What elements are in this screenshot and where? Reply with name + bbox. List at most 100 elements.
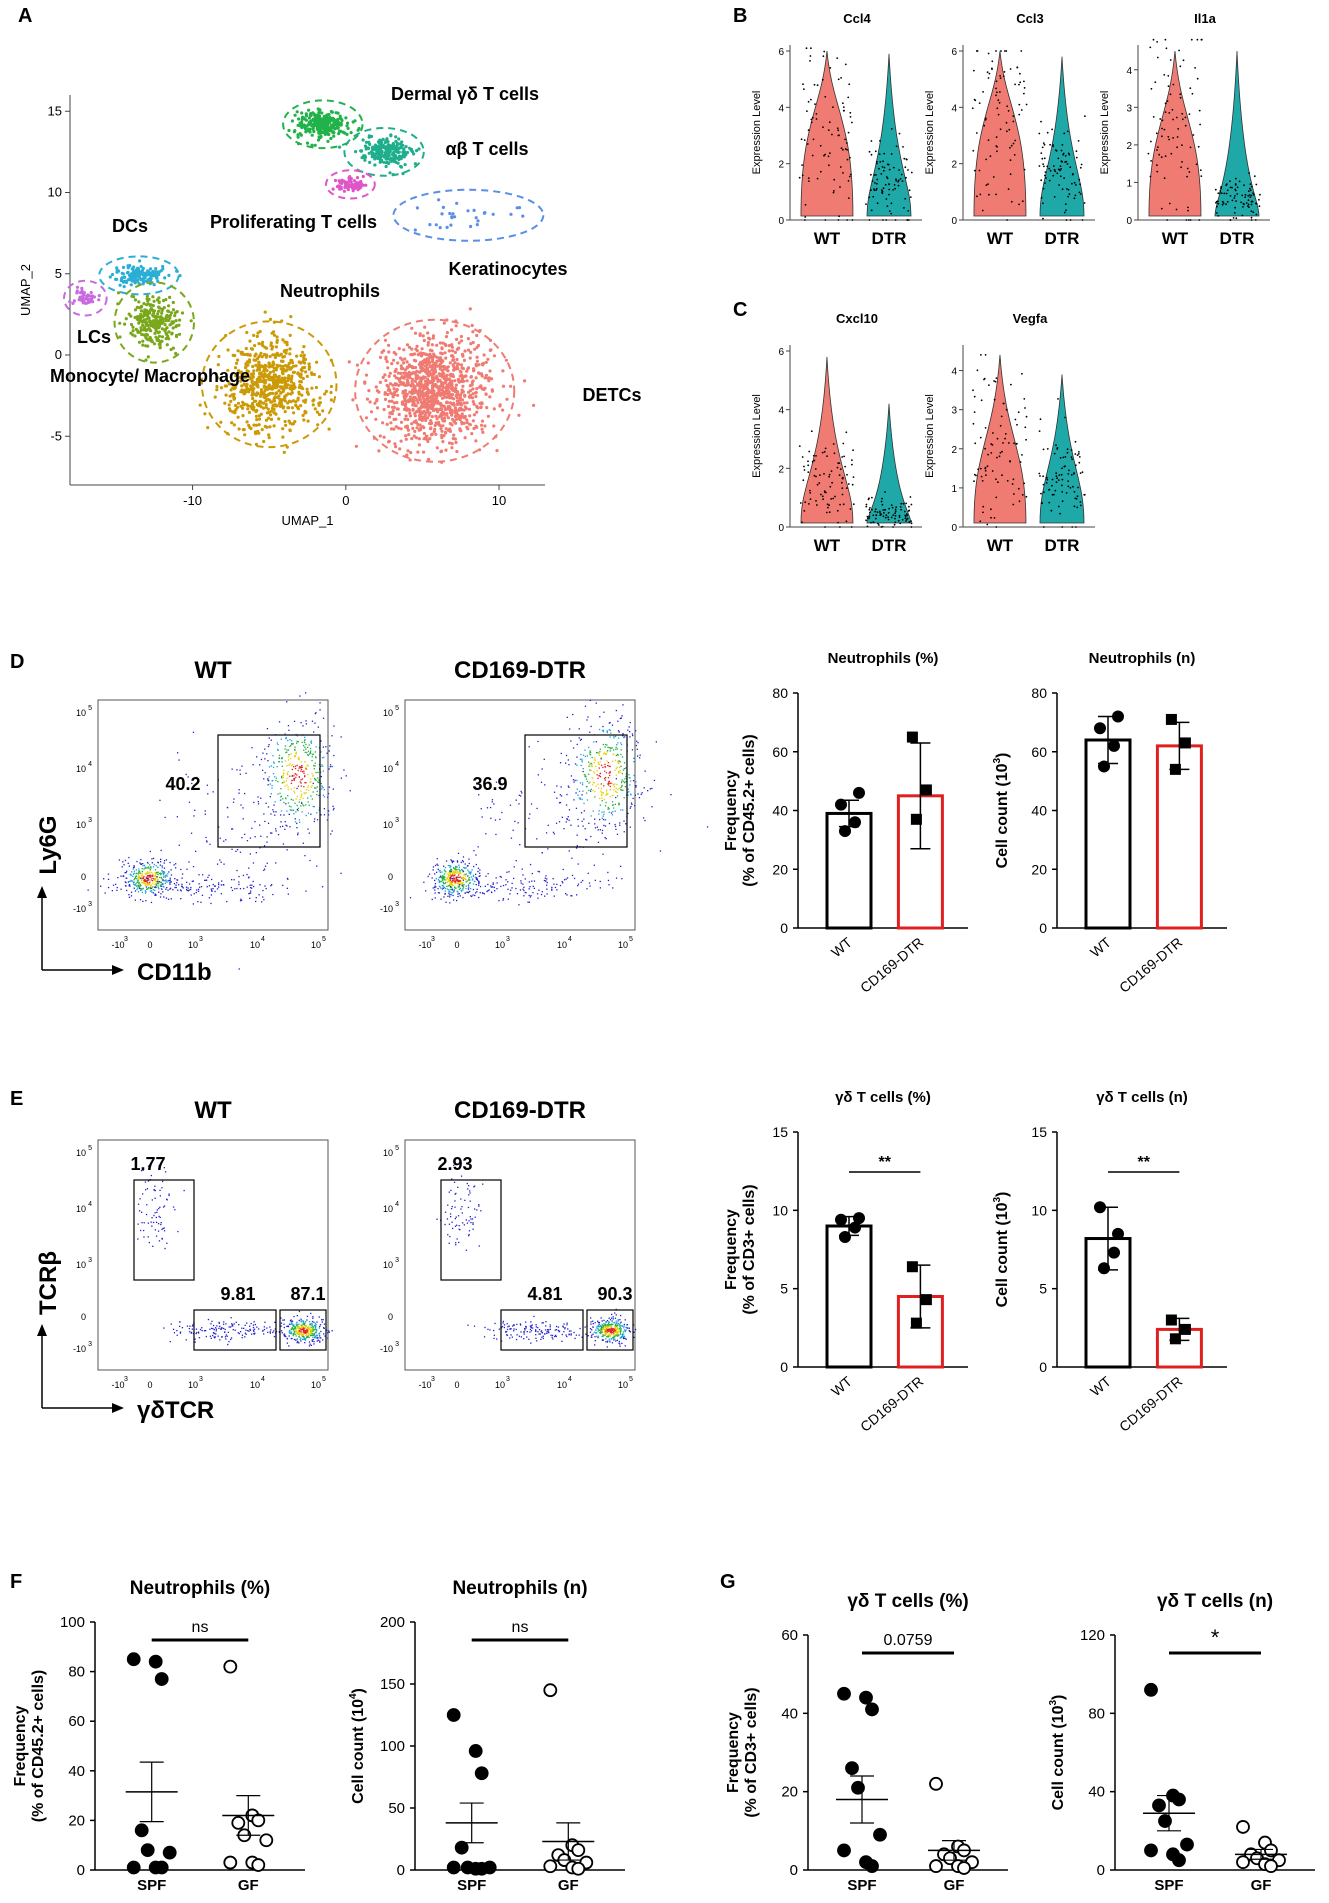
flow-event — [164, 882, 166, 884]
violin-point — [1225, 183, 1228, 186]
flow-event — [303, 741, 306, 744]
flow-event — [136, 860, 138, 863]
flow-event — [210, 902, 212, 905]
umap-point — [154, 321, 158, 326]
violin-point — [980, 475, 983, 478]
violin-point — [890, 212, 893, 215]
umap-point — [299, 133, 303, 137]
flow-event — [128, 856, 130, 859]
flow-event — [322, 794, 324, 796]
umap-point — [213, 395, 217, 399]
umap-point — [440, 388, 444, 392]
violin-point — [1075, 184, 1077, 186]
violin-point — [996, 150, 998, 153]
umap-point — [483, 386, 487, 390]
violin-point — [1167, 75, 1170, 77]
umap-point — [415, 206, 419, 210]
umap-point — [532, 403, 536, 407]
violin-point — [904, 166, 907, 169]
flow-event — [293, 813, 295, 815]
flow-event — [307, 786, 309, 788]
umap-point — [390, 405, 395, 409]
flow-event — [260, 835, 262, 837]
flow-event — [160, 861, 162, 863]
violin-point — [836, 466, 839, 469]
umap-point — [465, 421, 469, 425]
flow-event — [303, 749, 305, 751]
umap-point — [272, 424, 276, 428]
violin-point — [992, 176, 995, 178]
flow-event — [436, 858, 438, 860]
umap-point — [131, 329, 135, 333]
umap-point — [279, 391, 283, 395]
umap-point — [435, 359, 439, 363]
umap-point — [319, 134, 323, 139]
violin-point — [1042, 142, 1045, 145]
umap-point — [122, 275, 127, 279]
umap-point — [138, 259, 142, 263]
umap-point — [380, 159, 384, 163]
umap-point — [250, 403, 255, 407]
flow-event — [285, 797, 287, 799]
umap-point — [378, 146, 382, 150]
flow-event — [218, 883, 220, 886]
umap-point — [236, 358, 240, 362]
violin-point — [1066, 130, 1069, 133]
flow-event — [243, 887, 245, 890]
violin-point — [821, 78, 824, 81]
umap-point — [381, 375, 385, 379]
violin-point — [800, 138, 803, 141]
umap-point — [521, 214, 525, 218]
violin-point — [841, 477, 844, 480]
umap-point — [280, 385, 284, 389]
umap-point — [446, 405, 450, 409]
flow-event — [299, 695, 301, 697]
umap-point — [434, 432, 438, 436]
violin-point — [979, 467, 982, 470]
flow-event — [326, 819, 329, 821]
umap-point — [356, 184, 360, 188]
flow-event — [294, 765, 297, 767]
violin-point — [1168, 202, 1171, 205]
flow-event — [247, 877, 250, 879]
flow-event — [327, 792, 330, 795]
umap-point — [424, 418, 428, 423]
violin-point — [810, 47, 812, 50]
flow-event — [303, 772, 305, 774]
violin-point — [1258, 198, 1260, 201]
violin-point — [1221, 203, 1224, 206]
violin-point — [888, 507, 890, 510]
umap-point — [268, 375, 272, 379]
violin-point — [990, 508, 992, 511]
umap-point — [426, 331, 430, 335]
umap-point — [412, 396, 416, 400]
violin-point — [907, 169, 909, 171]
violin-point — [868, 515, 871, 518]
flow-event — [267, 760, 269, 762]
flow-event — [130, 895, 133, 897]
umap-point — [386, 143, 390, 147]
umap-point — [268, 354, 272, 359]
violin-point — [1078, 451, 1080, 453]
umap-point — [229, 388, 233, 392]
flow-event — [305, 814, 307, 817]
umap-point — [406, 374, 410, 378]
umap-point — [409, 353, 413, 357]
umap-point — [144, 333, 148, 337]
violin-point — [1160, 207, 1163, 210]
umap-point — [441, 440, 445, 444]
flow-event — [302, 771, 304, 773]
umap-point — [198, 403, 202, 407]
umap-point — [367, 389, 371, 393]
violin-point — [1081, 219, 1084, 221]
umap-point — [413, 162, 417, 166]
umap-y-tick-label: -5 — [50, 428, 62, 443]
umap-point — [317, 412, 321, 417]
umap-point — [378, 434, 382, 438]
umap-point — [391, 383, 395, 387]
violin-point — [1055, 472, 1058, 475]
violin-point — [981, 209, 984, 212]
umap-point — [339, 187, 343, 191]
umap-point — [377, 151, 382, 155]
umap-point — [455, 365, 459, 369]
